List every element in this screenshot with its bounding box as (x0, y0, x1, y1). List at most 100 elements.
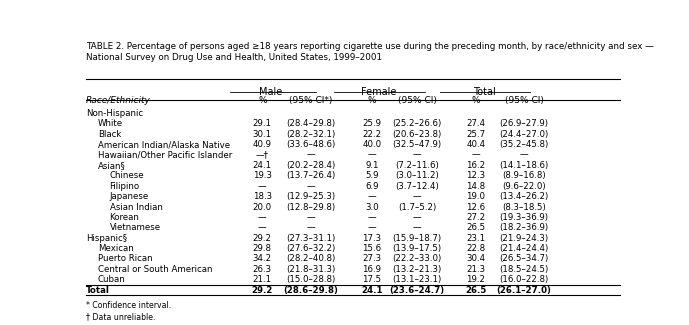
Text: 17.5: 17.5 (362, 275, 382, 284)
Text: —: — (306, 213, 315, 222)
Text: 19.3: 19.3 (253, 171, 272, 180)
Text: —: — (258, 182, 267, 191)
Text: (18.2–36.9): (18.2–36.9) (500, 223, 548, 232)
Text: (15.0–28.8): (15.0–28.8) (286, 275, 335, 284)
Text: —: — (367, 150, 376, 160)
Text: Hawaiian/Other Pacific Islander: Hawaiian/Other Pacific Islander (98, 150, 232, 160)
Text: Central or South American: Central or South American (98, 265, 212, 274)
Text: 6.9: 6.9 (365, 182, 378, 191)
Text: —: — (520, 150, 528, 160)
Text: 40.0: 40.0 (362, 140, 382, 149)
Text: 40.9: 40.9 (253, 140, 272, 149)
Text: 29.1: 29.1 (253, 120, 272, 128)
Text: —: — (258, 213, 267, 222)
Text: (95% CI*): (95% CI*) (289, 96, 332, 105)
Text: (8.3–18.5): (8.3–18.5) (502, 202, 546, 212)
Text: 25.9: 25.9 (362, 120, 381, 128)
Text: (8.9–16.8): (8.9–16.8) (502, 171, 546, 180)
Text: Filipino: Filipino (110, 182, 140, 191)
Text: 16.9: 16.9 (362, 265, 381, 274)
Text: 12.3: 12.3 (466, 171, 486, 180)
Text: * Confidence interval.: * Confidence interval. (86, 301, 172, 310)
Text: (12.8–29.8): (12.8–29.8) (286, 202, 335, 212)
Text: 9.1: 9.1 (365, 161, 378, 170)
Text: —: — (413, 192, 422, 201)
Text: (14.1–18.6): (14.1–18.6) (500, 161, 548, 170)
Text: 24.1: 24.1 (253, 161, 272, 170)
Text: (35.2–45.8): (35.2–45.8) (500, 140, 548, 149)
Text: 19.2: 19.2 (466, 275, 486, 284)
Text: 34.2: 34.2 (253, 254, 272, 264)
Text: 26.5: 26.5 (466, 223, 486, 232)
Text: —†: —† (256, 150, 269, 160)
Text: (12.9–25.3): (12.9–25.3) (286, 192, 335, 201)
Text: Female: Female (360, 86, 396, 97)
Text: 16.2: 16.2 (466, 161, 486, 170)
Text: —: — (471, 150, 480, 160)
Text: Asian§: Asian§ (98, 161, 125, 170)
Text: Asian Indian: Asian Indian (110, 202, 163, 212)
Text: (33.6–48.6): (33.6–48.6) (286, 140, 335, 149)
Text: 25.7: 25.7 (466, 130, 486, 139)
Text: 18.3: 18.3 (253, 192, 272, 201)
Text: 22.2: 22.2 (362, 130, 382, 139)
Text: Korean: Korean (110, 213, 139, 222)
Text: —: — (413, 223, 422, 232)
Text: 27.4: 27.4 (466, 120, 486, 128)
Text: (16.0–22.8): (16.0–22.8) (500, 275, 548, 284)
Text: 26.5: 26.5 (465, 286, 486, 295)
Text: American Indian/Alaska Native: American Indian/Alaska Native (98, 140, 230, 149)
Text: 20.0: 20.0 (253, 202, 272, 212)
Text: (95% CI): (95% CI) (504, 96, 544, 105)
Text: Black: Black (98, 130, 121, 139)
Text: Vietnamese: Vietnamese (110, 223, 161, 232)
Text: %: % (367, 96, 376, 105)
Text: 21.3: 21.3 (466, 265, 486, 274)
Text: —: — (306, 150, 315, 160)
Text: 5.9: 5.9 (365, 171, 378, 180)
Text: (24.4–27.0): (24.4–27.0) (500, 130, 548, 139)
Text: (28.2–32.1): (28.2–32.1) (286, 130, 335, 139)
Text: (7.2–11.6): (7.2–11.6) (395, 161, 439, 170)
Text: (21.9–24.3): (21.9–24.3) (500, 234, 548, 243)
Text: (28.4–29.8): (28.4–29.8) (286, 120, 335, 128)
Text: (13.9–17.5): (13.9–17.5) (393, 244, 442, 253)
Text: 26.3: 26.3 (253, 265, 272, 274)
Text: † Data unreliable.: † Data unreliable. (86, 313, 156, 322)
Text: (26.1–27.0): (26.1–27.0) (497, 286, 551, 295)
Text: (25.2–26.6): (25.2–26.6) (393, 120, 442, 128)
Text: (32.5–47.9): (32.5–47.9) (393, 140, 442, 149)
Text: 3.0: 3.0 (365, 202, 379, 212)
Text: Total: Total (473, 86, 495, 97)
Text: (28.2–40.8): (28.2–40.8) (286, 254, 335, 264)
Text: (22.2–33.0): (22.2–33.0) (393, 254, 442, 264)
Text: (20.6–23.8): (20.6–23.8) (393, 130, 442, 139)
Text: Total: Total (86, 286, 110, 295)
Text: (13.1–23.1): (13.1–23.1) (393, 275, 442, 284)
Text: Chinese: Chinese (110, 171, 144, 180)
Text: 24.1: 24.1 (361, 286, 382, 295)
Text: —: — (367, 192, 376, 201)
Text: (13.4–26.2): (13.4–26.2) (500, 192, 548, 201)
Text: 29.2: 29.2 (253, 234, 272, 243)
Text: (3.7–12.4): (3.7–12.4) (395, 182, 439, 191)
Text: 29.2: 29.2 (251, 286, 273, 295)
Text: 19.0: 19.0 (466, 192, 486, 201)
Text: (13.2–21.3): (13.2–21.3) (393, 265, 442, 274)
Text: Japanese: Japanese (110, 192, 149, 201)
Text: 15.6: 15.6 (362, 244, 382, 253)
Text: Male: Male (259, 86, 282, 97)
Text: (27.3–31.1): (27.3–31.1) (286, 234, 335, 243)
Text: (19.3–36.9): (19.3–36.9) (500, 213, 548, 222)
Text: —: — (367, 213, 376, 222)
Text: (27.6–32.2): (27.6–32.2) (286, 244, 335, 253)
Text: Hispanic§: Hispanic§ (86, 234, 127, 243)
Text: 12.6: 12.6 (466, 202, 486, 212)
Text: %: % (258, 96, 267, 105)
Text: (21.8–31.3): (21.8–31.3) (286, 265, 335, 274)
Text: 17.3: 17.3 (362, 234, 382, 243)
Text: (15.9–18.7): (15.9–18.7) (393, 234, 442, 243)
Text: TABLE 2. Percentage of persons aged ≥18 years reporting cigarette use during the: TABLE 2. Percentage of persons aged ≥18 … (86, 42, 654, 62)
Text: (26.5–34.7): (26.5–34.7) (500, 254, 548, 264)
Text: (3.0–11.2): (3.0–11.2) (395, 171, 439, 180)
